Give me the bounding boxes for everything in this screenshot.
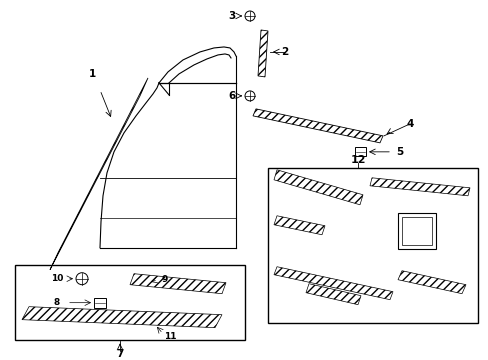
Text: 6: 6 (228, 91, 235, 101)
Text: 4: 4 (406, 119, 413, 129)
Text: 1: 1 (88, 69, 96, 79)
Polygon shape (305, 284, 360, 305)
Text: 3: 3 (228, 11, 235, 21)
Polygon shape (130, 274, 225, 294)
Bar (401, 217, 431, 245)
Bar (354, 147, 365, 156)
Polygon shape (258, 30, 267, 77)
Polygon shape (273, 267, 392, 300)
Polygon shape (50, 78, 148, 270)
Text: 5: 5 (396, 147, 403, 157)
Text: 11: 11 (163, 332, 176, 341)
Bar (94, 298, 106, 308)
Bar (267, 168, 477, 323)
Bar (15, 265, 244, 339)
Polygon shape (252, 109, 382, 143)
Text: 9: 9 (162, 275, 168, 284)
Bar (397, 213, 435, 249)
Text: 7: 7 (116, 348, 123, 359)
Text: 8: 8 (54, 298, 60, 307)
Polygon shape (369, 178, 469, 196)
Text: 10: 10 (51, 274, 63, 283)
Text: 12: 12 (349, 155, 365, 165)
Polygon shape (273, 170, 362, 205)
Text: 2: 2 (281, 47, 288, 57)
Polygon shape (273, 216, 325, 235)
Polygon shape (397, 271, 465, 294)
Polygon shape (22, 307, 222, 328)
